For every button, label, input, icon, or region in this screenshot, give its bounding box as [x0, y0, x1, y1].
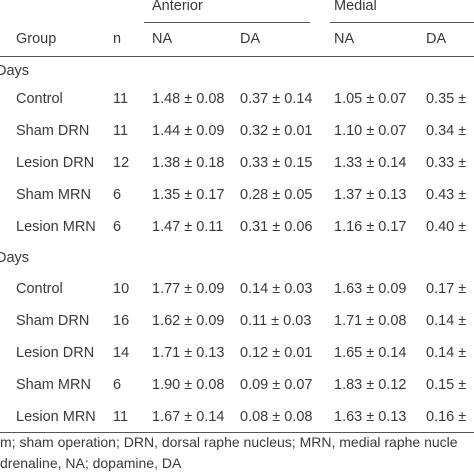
row-n: 14: [113, 345, 130, 361]
row-medial-na: 1.05 ± 0.07: [334, 91, 407, 107]
table-bottom-rule: [0, 432, 474, 433]
row-group: Sham MRN: [16, 187, 91, 203]
section-label: Days: [0, 250, 30, 266]
row-medial-da: 0.14 ±: [426, 345, 467, 361]
row-medial-da: 0.43 ±: [426, 187, 467, 203]
row-group: Sham DRN: [16, 313, 90, 329]
footnote-line: drenaline, NA; dopamine, DA: [0, 455, 182, 471]
row-anterior-da: 0.09 ± 0.07: [240, 377, 313, 393]
row-n: 11: [113, 123, 129, 139]
row-anterior-da: 0.14 ± 0.03: [240, 281, 313, 297]
row-medial-da: 0.17 ±: [426, 281, 467, 297]
row-anterior-na: 1.77 ± 0.09: [152, 281, 225, 297]
medial-underline: [330, 22, 474, 23]
header-anterior: Anterior: [152, 0, 203, 14]
row-n: 6: [113, 187, 122, 203]
row-n: 10: [113, 281, 130, 297]
row-anterior-na: 1.67 ± 0.14: [152, 409, 225, 425]
row-medial-na: 1.71 ± 0.08: [334, 313, 407, 329]
row-group: Lesion DRN: [16, 345, 95, 361]
row-anterior-da: 0.08 ± 0.08: [240, 409, 313, 425]
row-anterior-da: 0.32 ± 0.01: [240, 123, 313, 139]
row-anterior-na: 1.44 ± 0.09: [152, 123, 225, 139]
row-anterior-da: 0.31 ± 0.06: [240, 219, 313, 235]
row-medial-da: 0.34 ±: [426, 123, 467, 139]
row-medial-na: 1.33 ± 0.14: [334, 155, 407, 171]
footnote-line: m; sham operation; DRN, dorsal raphe nuc…: [0, 434, 458, 450]
row-medial-na: 1.83 ± 0.12: [334, 377, 407, 393]
row-n: 12: [113, 155, 130, 171]
row-medial-na: 1.16 ± 0.17: [334, 219, 407, 235]
row-group: Control: [16, 91, 63, 107]
row-medial-da: 0.15 ±: [426, 377, 467, 393]
row-medial-da: 0.40 ±: [426, 219, 467, 235]
row-medial-na: 1.63 ± 0.09: [334, 281, 407, 297]
row-anterior-na: 1.48 ± 0.08: [152, 91, 225, 107]
anterior-underline: [144, 22, 310, 23]
row-anterior-da: 0.28 ± 0.05: [240, 187, 313, 203]
row-medial-na: 1.65 ± 0.14: [334, 345, 407, 361]
row-anterior-da: 0.33 ± 0.15: [240, 155, 313, 171]
row-group: Lesion DRN: [16, 155, 95, 171]
header-rule: [0, 56, 474, 57]
header-anterior-da: DA: [240, 31, 261, 47]
row-medial-na: 1.37 ± 0.13: [334, 187, 407, 203]
row-anterior-na: 1.71 ± 0.13: [152, 345, 225, 361]
row-n: 6: [113, 377, 122, 393]
row-group: Lesion MRN: [16, 219, 96, 235]
row-group: Sham MRN: [16, 377, 91, 393]
header-anterior-na: NA: [152, 31, 173, 47]
row-medial-da: 0.16 ±: [426, 409, 467, 425]
row-anterior-na: 1.90 ± 0.08: [152, 377, 225, 393]
header-n: n: [113, 31, 122, 47]
row-group: Lesion MRN: [16, 409, 96, 425]
row-medial-da: 0.33 ±: [426, 155, 467, 171]
row-n: 6: [113, 219, 122, 235]
row-anterior-da: 0.37 ± 0.14: [240, 91, 313, 107]
header-medial: Medial: [334, 0, 377, 14]
row-medial-na: 1.63 ± 0.13: [334, 409, 407, 425]
row-anterior-na: 1.47 ± 0.11: [152, 219, 224, 235]
row-group: Sham DRN: [16, 123, 90, 139]
row-n: 11: [113, 91, 129, 107]
row-anterior-da: 0.12 ± 0.01: [240, 345, 313, 361]
header-medial-na: NA: [334, 31, 355, 47]
row-medial-da: 0.14 ±: [426, 313, 467, 329]
row-anterior-na: 1.38 ± 0.18: [152, 155, 225, 171]
row-n: 11: [113, 409, 129, 425]
row-anterior-na: 1.35 ± 0.17: [152, 187, 225, 203]
header-group: Group: [16, 31, 57, 47]
row-anterior-da: 0.11 ± 0.03: [240, 313, 312, 329]
header-medial-da: DA: [426, 31, 447, 47]
section-label: Days: [0, 63, 30, 79]
row-n: 16: [113, 313, 130, 329]
row-anterior-na: 1.62 ± 0.09: [152, 313, 225, 329]
row-group: Control: [16, 281, 63, 297]
row-medial-na: 1.10 ± 0.07: [334, 123, 407, 139]
row-medial-da: 0.35 ±: [426, 91, 467, 107]
